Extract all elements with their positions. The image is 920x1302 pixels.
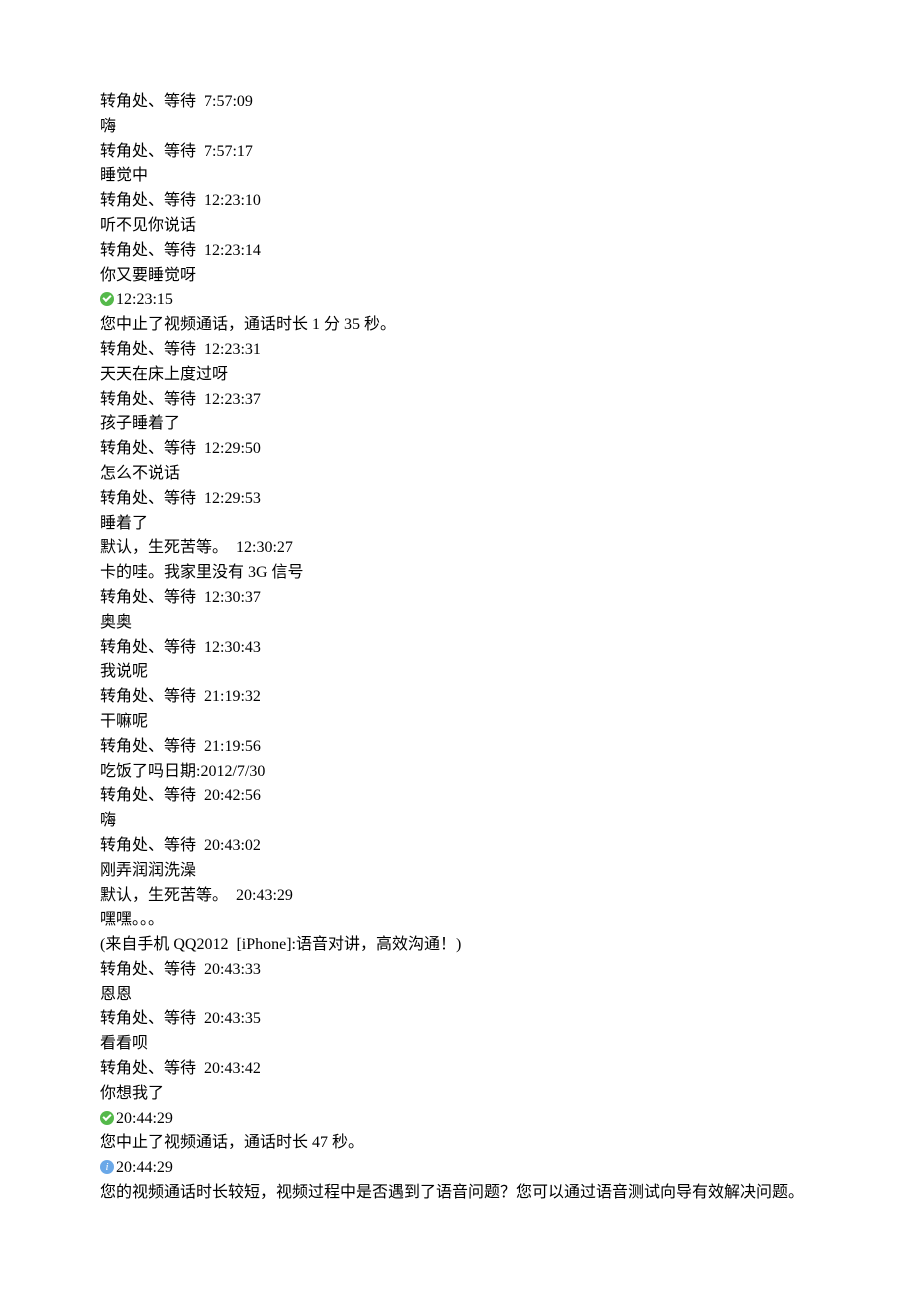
message-header: 转角处、等待 12:30:43 bbox=[100, 636, 820, 661]
timestamp: 12:29:53 bbox=[204, 490, 261, 507]
sender-name: 转角处、等待 bbox=[100, 1060, 196, 1077]
message-extra: (来自手机 QQ2012 [iPhone]:语音对讲，高效沟通！) bbox=[100, 933, 820, 958]
timestamp: 21:19:56 bbox=[204, 738, 261, 755]
message-header: 转角处、等待 12:29:50 bbox=[100, 437, 820, 462]
message-text: 刚弄润润洗澡 bbox=[100, 859, 820, 884]
timestamp: 20:43:33 bbox=[204, 961, 261, 978]
message-header: 转角处、等待 20:43:35 bbox=[100, 1007, 820, 1032]
sender-name: 转角处、等待 bbox=[100, 440, 196, 457]
system-header: 20:44:29 bbox=[100, 1156, 820, 1181]
sender-name: 转角处、等待 bbox=[100, 738, 196, 755]
sender-name: 转角处、等待 bbox=[100, 242, 196, 259]
timestamp: 20:44:29 bbox=[116, 1159, 173, 1176]
message-text: 嗨 bbox=[100, 809, 820, 834]
timestamp: 12:23:37 bbox=[204, 391, 261, 408]
timestamp: 20:42:56 bbox=[204, 787, 261, 804]
message-header: 默认，生死苦等。 12:30:27 bbox=[100, 536, 820, 561]
timestamp: 12:30:37 bbox=[204, 589, 261, 606]
sender-name: 转角处、等待 bbox=[100, 93, 196, 110]
message-text: 孩子睡着了 bbox=[100, 412, 820, 437]
timestamp: 20:44:29 bbox=[116, 1110, 173, 1127]
sender-name: 转角处、等待 bbox=[100, 192, 196, 209]
message-text: 嗨 bbox=[100, 115, 820, 140]
timestamp: 12:30:43 bbox=[204, 639, 261, 656]
message-header: 转角处、等待 12:23:10 bbox=[100, 189, 820, 214]
timestamp: 20:43:29 bbox=[236, 887, 293, 904]
timestamp: 7:57:17 bbox=[204, 143, 253, 160]
message-text: 你又要睡觉呀 bbox=[100, 264, 820, 289]
sender-name: 转角处、等待 bbox=[100, 787, 196, 804]
message-text: 嘿嘿。。。 bbox=[100, 908, 820, 933]
sender-name: 转角处、等待 bbox=[100, 837, 196, 854]
message-header: 转角处、等待 7:57:09 bbox=[100, 90, 820, 115]
system-text: 您中止了视频通话，通话时长 1 分 35 秒。 bbox=[100, 313, 820, 338]
message-text: 卡的哇。我家里没有 3G 信号 bbox=[100, 561, 820, 586]
message-header: 转角处、等待 12:23:14 bbox=[100, 239, 820, 264]
timestamp: 12:23:10 bbox=[204, 192, 261, 209]
message-header: 转角处、等待 20:42:56 bbox=[100, 784, 820, 809]
timestamp: 20:43:02 bbox=[204, 837, 261, 854]
message-text: 我说呢 bbox=[100, 660, 820, 685]
message-text: 吃饭了吗日期:2012/7/30 bbox=[100, 760, 820, 785]
message-header: 转角处、等待 12:29:53 bbox=[100, 487, 820, 512]
system-text: 您中止了视频通话，通话时长 47 秒。 bbox=[100, 1131, 820, 1156]
timestamp: 20:43:42 bbox=[204, 1060, 261, 1077]
sender-name: 转角处、等待 bbox=[100, 490, 196, 507]
timestamp: 12:23:31 bbox=[204, 341, 261, 358]
message-header: 转角处、等待 12:23:31 bbox=[100, 338, 820, 363]
message-header: 转角处、等待 20:43:42 bbox=[100, 1057, 820, 1082]
sender-name: 默认，生死苦等。 bbox=[100, 539, 228, 556]
message-text: 怎么不说话 bbox=[100, 462, 820, 487]
timestamp: 12:23:14 bbox=[204, 242, 261, 259]
info-icon bbox=[100, 1160, 114, 1174]
chat-log: 转角处、等待 7:57:09嗨转角处、等待 7:57:17睡觉中转角处、等待 1… bbox=[100, 90, 820, 1206]
message-header: 默认，生死苦等。 20:43:29 bbox=[100, 884, 820, 909]
sender-name: 转角处、等待 bbox=[100, 589, 196, 606]
message-text: 睡觉中 bbox=[100, 164, 820, 189]
message-header: 转角处、等待 12:30:37 bbox=[100, 586, 820, 611]
timestamp: 12:30:27 bbox=[236, 539, 293, 556]
sender-name: 转角处、等待 bbox=[100, 1010, 196, 1027]
message-text: 天天在床上度过呀 bbox=[100, 363, 820, 388]
message-header: 转角处、等待 7:57:17 bbox=[100, 140, 820, 165]
message-text: 听不见你说话 bbox=[100, 214, 820, 239]
sender-name: 转角处、等待 bbox=[100, 639, 196, 656]
sender-name: 转角处、等待 bbox=[100, 143, 196, 160]
sender-name: 转角处、等待 bbox=[100, 688, 196, 705]
message-header: 转角处、等待 20:43:02 bbox=[100, 834, 820, 859]
timestamp: 21:19:32 bbox=[204, 688, 261, 705]
message-text: 奥奥 bbox=[100, 611, 820, 636]
timestamp: 12:23:15 bbox=[116, 291, 173, 308]
sender-name: 转角处、等待 bbox=[100, 341, 196, 358]
sender-name: 转角处、等待 bbox=[100, 961, 196, 978]
timestamp: 7:57:09 bbox=[204, 93, 253, 110]
message-header: 转角处、等待 12:23:37 bbox=[100, 388, 820, 413]
sender-name: 默认，生死苦等。 bbox=[100, 887, 228, 904]
message-text: 恩恩 bbox=[100, 983, 820, 1008]
timestamp: 12:29:50 bbox=[204, 440, 261, 457]
message-text: 干嘛呢 bbox=[100, 710, 820, 735]
message-header: 转角处、等待 20:43:33 bbox=[100, 958, 820, 983]
message-text: 睡着了 bbox=[100, 512, 820, 537]
check-icon bbox=[100, 1111, 114, 1125]
check-icon bbox=[100, 292, 114, 306]
timestamp: 20:43:35 bbox=[204, 1010, 261, 1027]
system-text: 您的视频通话时长较短，视频过程中是否遇到了语音问题？您可以通过语音测试向导有效解… bbox=[100, 1181, 820, 1206]
system-header: 12:23:15 bbox=[100, 288, 820, 313]
system-header: 20:44:29 bbox=[100, 1107, 820, 1132]
message-text: 你想我了 bbox=[100, 1082, 820, 1107]
message-header: 转角处、等待 21:19:56 bbox=[100, 735, 820, 760]
message-text: 看看呗 bbox=[100, 1032, 820, 1057]
message-header: 转角处、等待 21:19:32 bbox=[100, 685, 820, 710]
sender-name: 转角处、等待 bbox=[100, 391, 196, 408]
